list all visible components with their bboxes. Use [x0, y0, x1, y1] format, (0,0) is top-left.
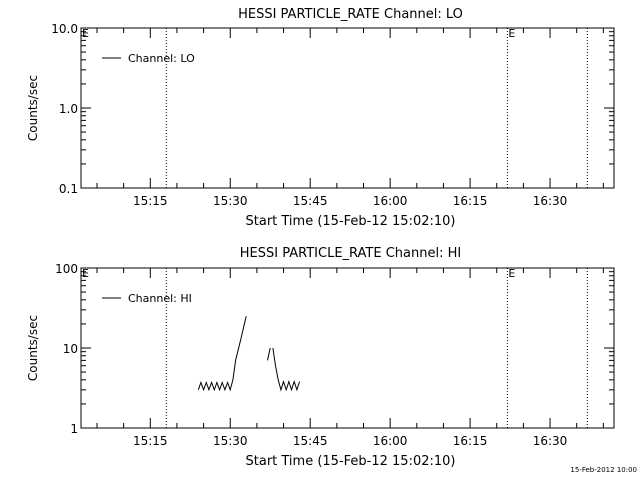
x-tick-label: 15:45 — [293, 434, 328, 448]
x-tick-label: 15:15 — [133, 434, 168, 448]
y-tick-label: 0.1 — [59, 182, 78, 196]
x-tick-label: 15:30 — [213, 434, 248, 448]
series-line — [197, 316, 247, 392]
x-tick-label: 15:30 — [213, 194, 248, 208]
series-line — [267, 347, 271, 361]
x-tick-label: 16:00 — [373, 194, 408, 208]
y-tick-label: 10.0 — [51, 22, 78, 36]
y-axis-label: Counts/sec — [26, 315, 40, 381]
x-tick-label: 16:00 — [373, 434, 408, 448]
series-line — [272, 347, 300, 392]
x-tick-label: 16:30 — [533, 194, 568, 208]
x-axis-label: Start Time (15-Feb-12 15:02:10) — [246, 454, 456, 469]
x-tick-label: 16:15 — [453, 194, 488, 208]
x-tick-label: 15:45 — [293, 194, 328, 208]
event-marker-label: E — [508, 27, 515, 40]
panel-hi: HESSI PARTICLE_RATE Channel: HI 1 10 100 15:… — [26, 246, 615, 469]
legend-label: Channel: HI — [128, 292, 192, 305]
y-tick-label: 100 — [55, 262, 78, 276]
y-tick-label: 1 — [70, 422, 78, 436]
chart-title: HESSI PARTICLE_RATE Channel: HI — [240, 246, 461, 261]
x-tick-label: 15:15 — [133, 194, 168, 208]
event-marker-label: E — [508, 267, 515, 280]
footer-date: 15-Feb-2012 10:00 — [570, 466, 637, 474]
x-axis-label: Start Time (15-Feb-12 15:02:10) — [246, 214, 456, 229]
legend-label: Channel: LO — [128, 52, 195, 65]
y-axis-label: Counts/sec — [26, 75, 40, 141]
y-tick-label: 1.0 — [59, 102, 78, 116]
y-tick-label: 10 — [63, 342, 78, 356]
corner-label: E — [82, 267, 89, 280]
x-tick-label: 16:30 — [533, 434, 568, 448]
panel-lo: HESSI PARTICLE_RATE Channel: LO 0.1 1.0 10.… — [26, 7, 615, 229]
x-tick-label: 16:15 — [453, 434, 488, 448]
corner-label: E — [82, 27, 89, 40]
chart-title: HESSI PARTICLE_RATE Channel: LO — [238, 7, 463, 22]
